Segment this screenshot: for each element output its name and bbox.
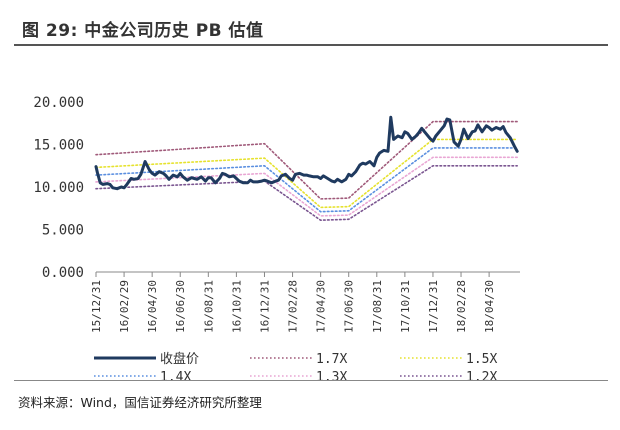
x-tick-label: 17/02/28	[287, 280, 300, 333]
chart-series	[94, 115, 519, 221]
x-tick-label: 16/02/29	[118, 280, 131, 333]
x-tick-label: 16/08/31	[202, 280, 215, 333]
source-divider	[14, 380, 608, 381]
series-line	[95, 138, 519, 209]
legend-label: 收盘价	[160, 351, 199, 367]
x-tick-label: 17/06/30	[343, 280, 356, 333]
series-line	[95, 156, 519, 217]
legend-label: 1.2X	[466, 370, 497, 385]
y-tick-label: 10.000	[33, 180, 84, 196]
x-tick-label: 15/12/31	[90, 280, 103, 333]
chart-legend: 收盘价 1.7X 1.5X 1.4X 1.3X 1.2X	[94, 351, 497, 385]
figure-title: 图 29: 中金公司历史 PB 估值	[22, 21, 264, 41]
legend-label: 1.5X	[466, 352, 497, 367]
x-tick-label: 17/12/31	[427, 280, 440, 333]
y-tick-label: 0.000	[42, 265, 84, 281]
x-tick-label: 16/10/31	[230, 280, 243, 333]
legend-label: 1.3X	[316, 370, 347, 385]
legend-label: 1.7X	[316, 352, 347, 367]
series-line	[95, 147, 519, 213]
source-note: 资料来源：Wind，国信证券经济研究所整理	[18, 395, 262, 410]
x-tick-label: 17/10/31	[399, 280, 412, 333]
x-tick-label: 17/08/31	[371, 280, 384, 333]
y-tick-label: 20.000	[33, 95, 84, 111]
series-line	[94, 115, 519, 191]
x-tick-label: 18/02/28	[455, 280, 468, 333]
x-tick-label: 16/04/30	[146, 280, 159, 333]
legend-label: 1.4X	[160, 370, 191, 385]
series-line	[95, 120, 519, 200]
y-tick-label: 5.000	[42, 223, 84, 239]
series-line	[95, 165, 519, 221]
chart-axes: 0.000 5.000 10.000 15.000 20.000 15/12/31 16/0…	[33, 95, 520, 333]
x-tick-label: 16/06/30	[174, 280, 187, 333]
title-bar: 图 29: 中金公司历史 PB 估值	[14, 14, 608, 46]
x-tick-label: 17/04/30	[315, 280, 328, 333]
x-tick-label: 18/04/30	[483, 280, 496, 333]
y-tick-label: 15.000	[33, 138, 84, 154]
x-tick-label: 16/12/31	[258, 280, 271, 333]
